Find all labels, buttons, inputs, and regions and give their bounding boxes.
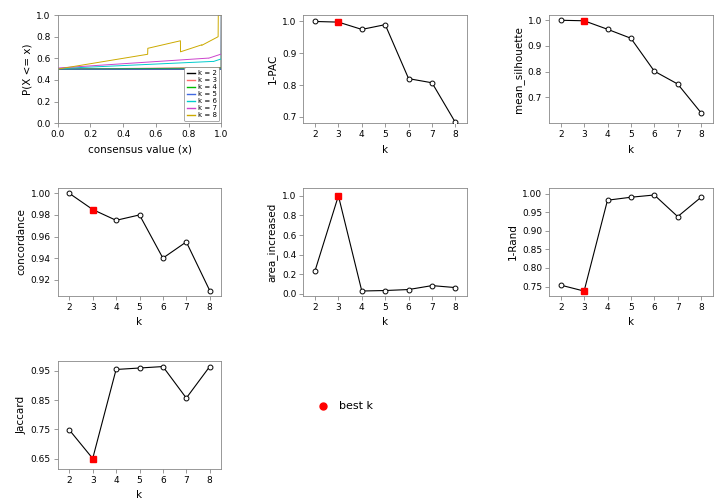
- X-axis label: k: k: [382, 145, 388, 155]
- Y-axis label: 1-PAC: 1-PAC: [268, 54, 278, 84]
- Y-axis label: 1-Rand: 1-Rand: [508, 223, 518, 261]
- Y-axis label: mean_silhouette: mean_silhouette: [513, 26, 523, 112]
- Y-axis label: Jaccard: Jaccard: [17, 396, 27, 434]
- Legend: k = 2, k = 3, k = 4, k = 5, k = 6, k = 7, k = 8: k = 2, k = 3, k = 4, k = 5, k = 6, k = 7…: [184, 67, 220, 121]
- X-axis label: k: k: [136, 318, 143, 328]
- Text: best k: best k: [339, 401, 374, 411]
- X-axis label: k: k: [628, 318, 634, 328]
- Y-axis label: concordance: concordance: [17, 209, 27, 275]
- Y-axis label: area_increased: area_increased: [267, 202, 278, 282]
- Y-axis label: P(X <= x): P(X <= x): [22, 43, 32, 95]
- X-axis label: k: k: [136, 490, 143, 500]
- X-axis label: consensus value (x): consensus value (x): [88, 145, 192, 155]
- X-axis label: k: k: [628, 145, 634, 155]
- X-axis label: k: k: [382, 318, 388, 328]
